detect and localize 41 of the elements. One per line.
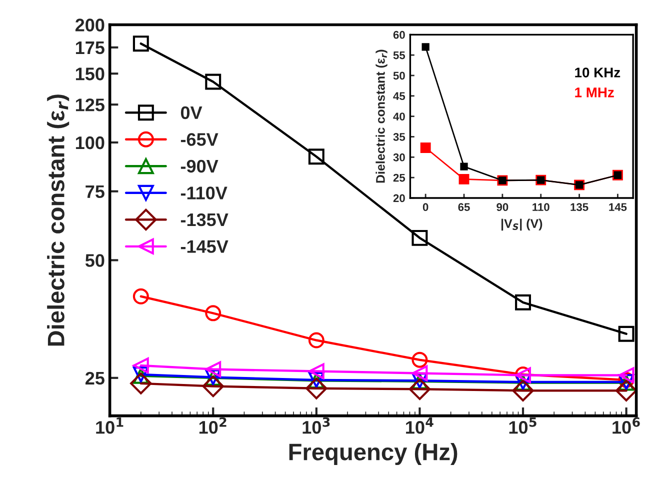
x-tick-label: 10$^{4}$ xyxy=(406,417,434,434)
y-tick-label: 30 xyxy=(393,153,405,162)
x-tick-label: 145 xyxy=(609,203,627,212)
y-tick-label: 75 xyxy=(86,185,104,198)
y-tick-label: 55 xyxy=(393,51,406,60)
legend-label: -65V xyxy=(180,133,218,146)
y-tick-label: 35 xyxy=(393,133,406,141)
legend-label: -90V xyxy=(180,160,218,173)
x-tick-label: 135 xyxy=(570,203,588,212)
x-tick-label: 10$^{3}$ xyxy=(302,417,330,434)
y-tick-label: 175 xyxy=(76,42,104,54)
x-tick-label: 10$^{6}$ xyxy=(612,417,640,434)
y-tick-label: 25 xyxy=(393,174,406,182)
y-tick-label: 50 xyxy=(393,72,405,80)
y-tick-label: 25 xyxy=(86,372,104,385)
legend-label: -110V xyxy=(180,186,228,200)
x-axis-title: |V$_{S}$| (V) xyxy=(501,218,542,231)
legend-label: -145V xyxy=(180,240,228,253)
y-tick-label: 20 xyxy=(393,194,405,202)
y-axis-title: Dielectric constant (ε$_{r}$) xyxy=(47,94,70,346)
x-tick-label: 10$^{2}$ xyxy=(199,417,226,434)
x-tick-label: 10$^{5}$ xyxy=(509,417,536,434)
legend-label: -135V xyxy=(180,213,228,226)
x-tick-label: 90 xyxy=(496,203,508,212)
x-axis-title: Frequency (Hz) xyxy=(289,443,458,466)
y-tick-label: 150 xyxy=(76,68,104,80)
x-tick-label: 0 xyxy=(422,203,428,212)
y-tick-label: 100 xyxy=(76,136,104,150)
x-tick-label: 110 xyxy=(532,203,550,212)
x-tick-label: 65 xyxy=(458,203,470,212)
y-axis-title: Dielectric constant (ε$_{r}$) xyxy=(376,50,388,183)
x-tick-label: 10$^{1}$ xyxy=(96,417,124,434)
legend-label: 0V xyxy=(180,106,202,120)
text: 10 KHz xyxy=(575,68,620,78)
text: 1 MHz xyxy=(575,88,614,98)
y-tick-label: 60 xyxy=(393,30,405,39)
y-tick-label: 125 xyxy=(76,98,104,112)
y-tick-label: 50 xyxy=(85,254,104,267)
y-tick-label: 40 xyxy=(393,112,405,120)
y-tick-label: 45 xyxy=(393,92,406,100)
y-tick-label: 200 xyxy=(75,18,104,32)
